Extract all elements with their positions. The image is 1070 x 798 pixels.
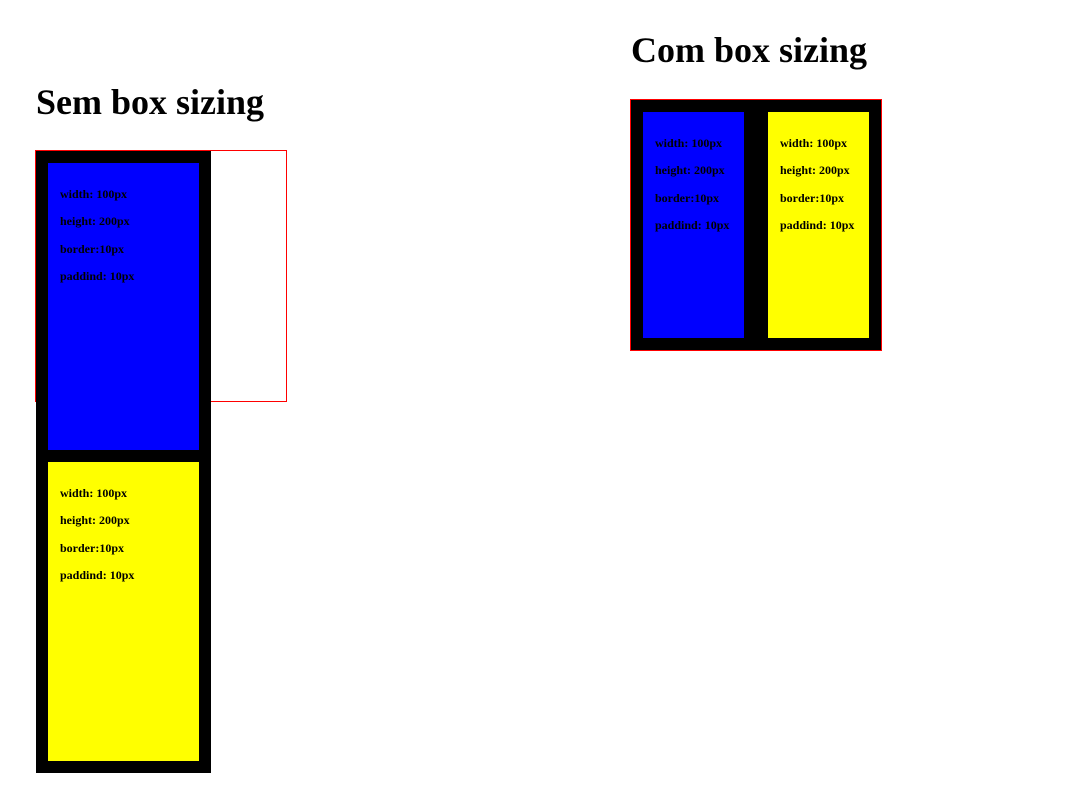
box-border-text: border:10px	[780, 190, 844, 205]
sem-box-sizing-container: width: 100px height: 200px border:10px p…	[35, 150, 287, 773]
com-blue-box: width: 100px height: 200px border:10px p…	[631, 100, 756, 350]
sem-box-sizing-title: Sem box sizing	[36, 82, 265, 122]
com-box-sizing-title: Com box sizing	[631, 30, 868, 70]
sem-yellow-box: width: 100px height: 200px border:10px p…	[36, 450, 211, 773]
box-height-text: height: 200px	[780, 163, 850, 178]
box-padding-text: paddind: 10px	[655, 218, 730, 233]
box-padding-text: paddind: 10px	[60, 269, 135, 284]
box-width-text: width: 100px	[780, 136, 848, 150]
com-box-sizing-container: width: 100px height: 200px border:10px p…	[630, 99, 882, 351]
box-border-text: border:10px	[655, 190, 719, 205]
box-height-text: height: 200px	[655, 163, 725, 178]
box-width-text: width: 100px	[60, 486, 128, 500]
box-padding-text: paddind: 10px	[780, 218, 855, 233]
box-border-text: border:10px	[60, 241, 124, 256]
box-width-text: width: 100px	[655, 136, 723, 150]
box-border-text: border:10px	[60, 540, 124, 555]
box-width-text: width: 100px	[60, 187, 128, 201]
box-padding-text: paddind: 10px	[60, 568, 135, 583]
box-height-text: height: 200px	[60, 513, 130, 528]
sem-blue-box: width: 100px height: 200px border:10px p…	[36, 151, 211, 474]
box-height-text: height: 200px	[60, 214, 130, 229]
com-yellow-box: width: 100px height: 200px border:10px p…	[756, 100, 881, 350]
